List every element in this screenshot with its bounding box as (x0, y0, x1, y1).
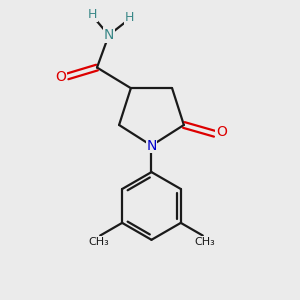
Text: O: O (216, 125, 227, 139)
Text: H: H (125, 11, 134, 24)
Text: H: H (88, 8, 97, 21)
Text: N: N (103, 28, 114, 42)
Text: O: O (56, 70, 67, 84)
Text: CH₃: CH₃ (88, 237, 109, 247)
Text: N: N (146, 139, 157, 153)
Text: CH₃: CH₃ (194, 237, 214, 247)
